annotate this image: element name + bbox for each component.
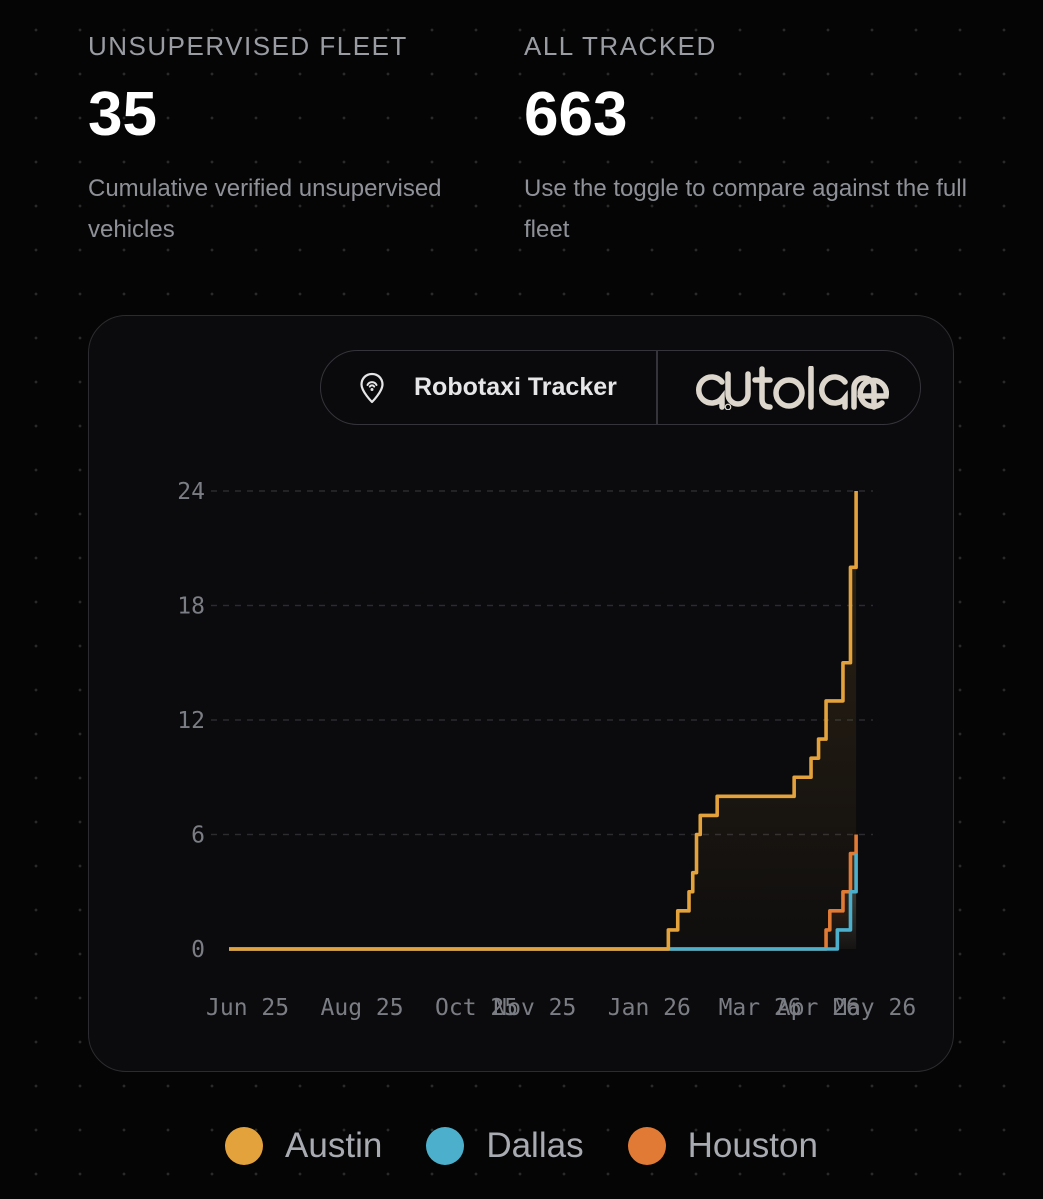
x-tick-label: Jan 26 [608,995,691,1021]
legend-label: Houston [687,1126,818,1165]
x-tick-label: May 26 [833,995,916,1021]
tracker-badge: Robotaxi Tracker [321,351,656,424]
brand-pill: Robotaxi Tracker [320,350,921,425]
x-tick-label: Jun 25 [206,995,289,1021]
stat-description: Use the toggle to compare against the fu… [524,175,967,243]
legend-item-houston[interactable]: Houston [627,1126,818,1166]
series-line-dallas [229,853,858,951]
y-tick-label: 24 [177,479,205,505]
legend-swatch [225,1127,264,1165]
unsupervised-fleet-stat: UNSUPERVISED FLEET 35 Cumulative verifie… [88,30,488,250]
legend-item-dallas[interactable]: Dallas [426,1126,584,1166]
y-tick-label: 6 [191,823,205,849]
legend-swatch [627,1127,666,1165]
series-line-austin [229,491,858,951]
stat-value: 663 [524,80,628,149]
tracker-label: Robotaxi Tracker [414,373,617,401]
stat-label: ALL TRACKED [524,31,717,61]
autolane-logo-graphic [695,365,889,410]
stat-description: Cumulative verified unsupervised vehicle… [88,175,442,243]
pill-divider [656,351,658,424]
all-tracked-stat: ALL TRACKED 663 Use the toggle to compar… [524,30,984,250]
chart-legend: Austin Dallas Houston [0,1118,1043,1174]
x-tick-label: Mar 26 [719,995,802,1021]
x-tick-label: Aug 25 [321,995,404,1021]
legend-item-austin[interactable]: Austin [225,1126,382,1166]
y-tick-label: 12 [177,708,205,734]
legend-swatch [426,1127,465,1165]
stat-value: 35 [88,80,157,149]
x-tick-label: Nov 25 [493,995,576,1021]
x-tick-label: Apr 26 [777,995,860,1021]
y-tick-label: 18 [177,594,205,620]
x-tick-label: Oct 25 [435,995,518,1021]
legend-label: Austin [285,1126,383,1165]
series-line-houston [229,834,858,951]
legend-label: Dallas [486,1126,584,1165]
stat-label: UNSUPERVISED FLEET [88,31,408,61]
location-pin-icon [357,371,387,405]
y-tick-label: 0 [191,937,205,963]
autolane-logo [658,351,921,424]
